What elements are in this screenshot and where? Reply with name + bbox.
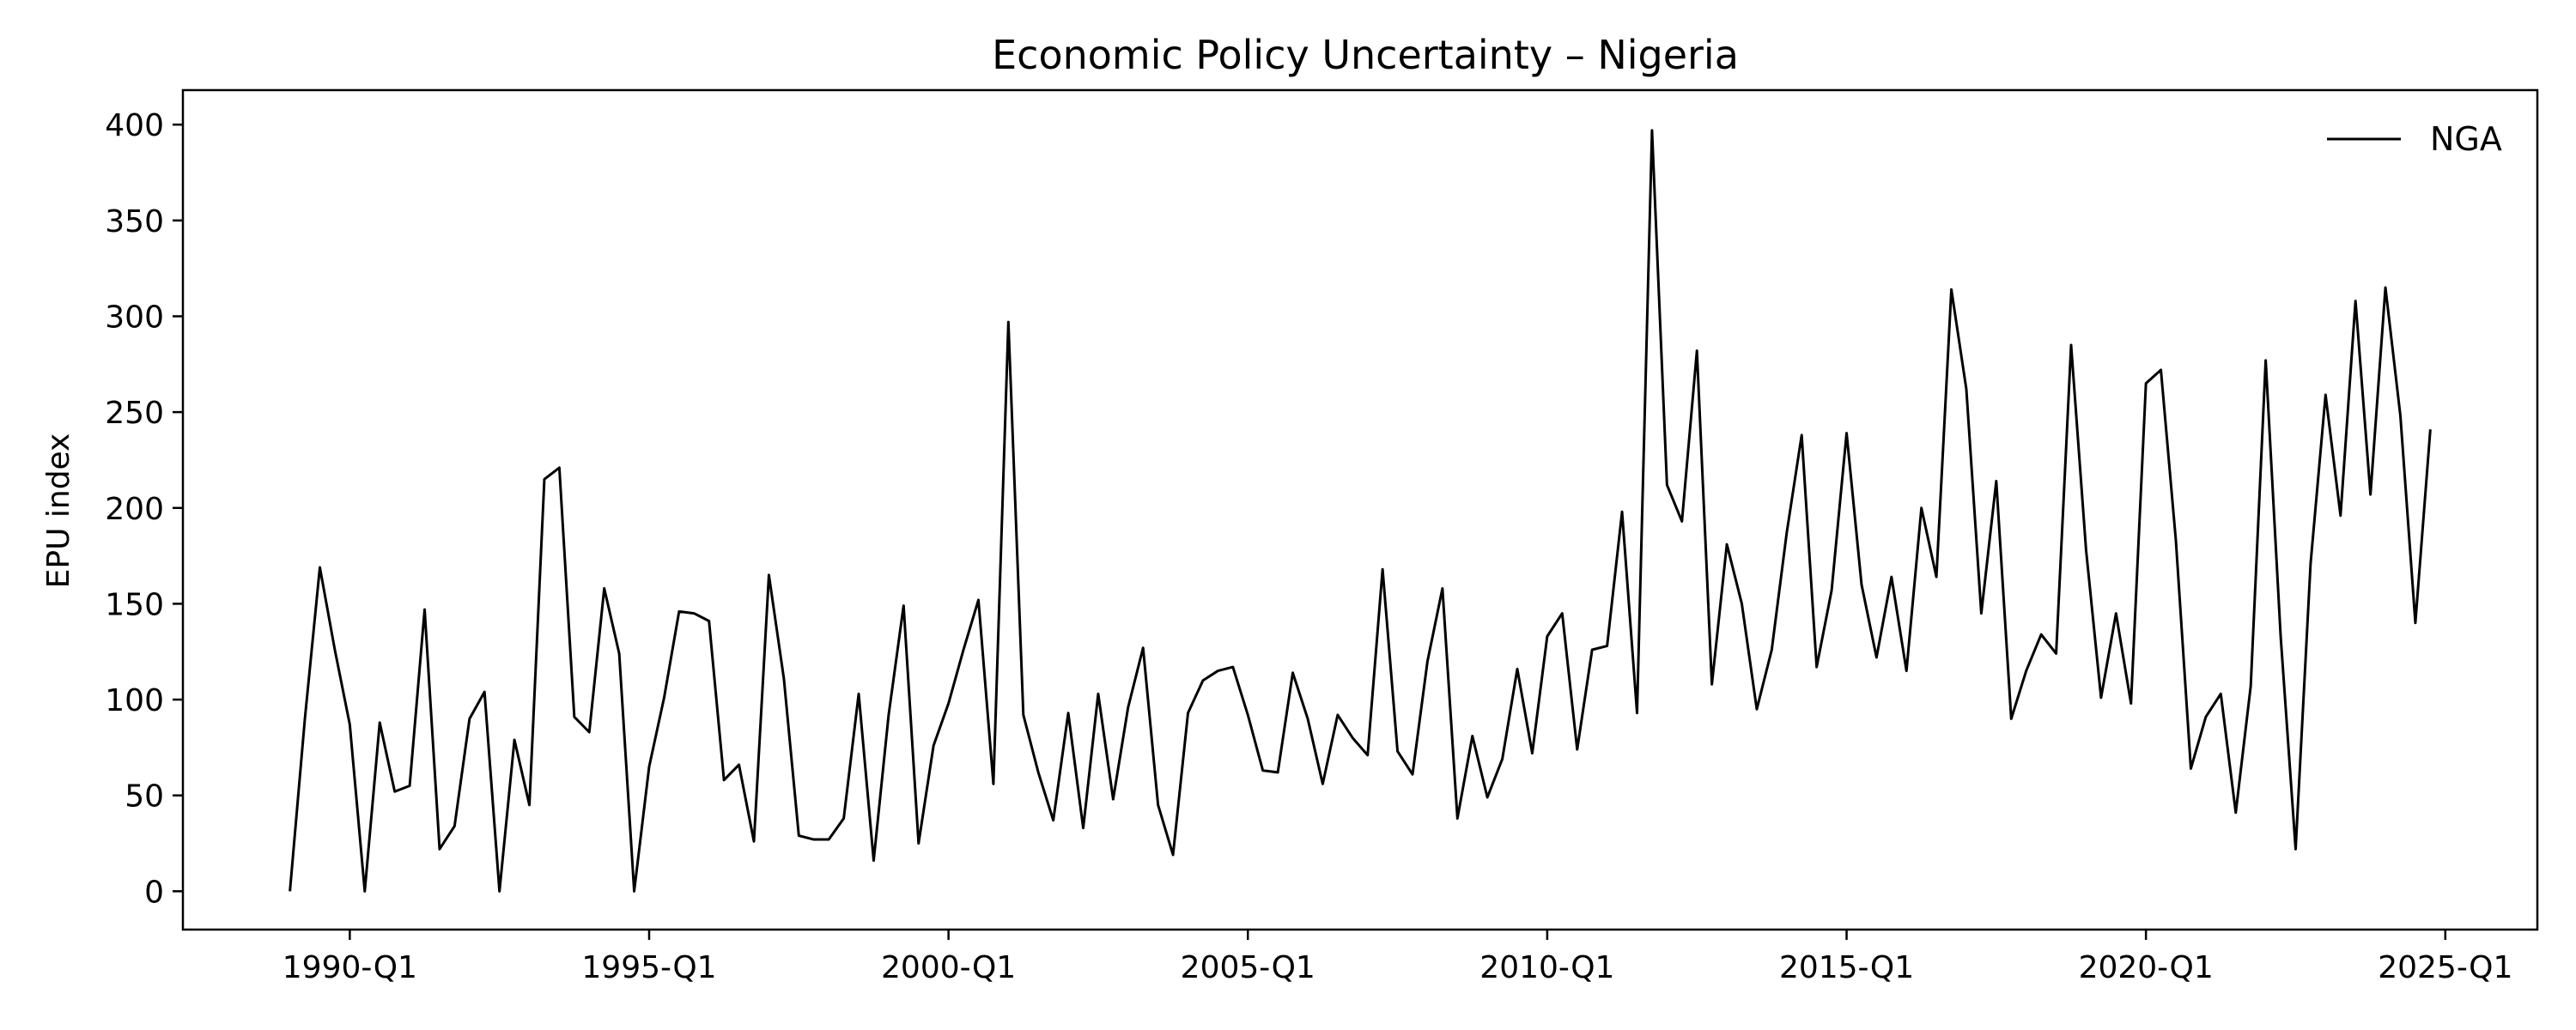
x-tick-label: 2020-Q1: [2079, 950, 2214, 985]
x-tick-label: 2015-Q1: [1779, 950, 1914, 985]
y-tick-label: 100: [105, 683, 164, 718]
y-tick-label: 50: [125, 779, 164, 815]
x-tick-label: 1995-Q1: [581, 950, 716, 985]
y-tick-label: 300: [105, 300, 164, 335]
x-tick-label: 2025-Q1: [2378, 950, 2512, 985]
y-tick-label: 0: [144, 875, 164, 910]
series-NGA: [289, 129, 2432, 893]
x-tick-label: 1990-Q1: [283, 950, 417, 985]
series-group: [289, 129, 2432, 893]
x-tick-label: 2010-Q1: [1479, 950, 1614, 985]
y-tick-label: 150: [105, 587, 164, 622]
y-tick-label: 250: [105, 396, 164, 431]
y-tick-label: 350: [105, 204, 164, 239]
series-line: [289, 129, 2432, 893]
y-axis-label: EPU index: [41, 433, 76, 589]
plot-area: [181, 88, 2539, 931]
legend-label: NGA: [2430, 120, 2502, 158]
y-axis-ticks: 0 50 100 150 200 250 300 350 400: [105, 108, 183, 910]
chart-title: Economic Policy Uncertainty – Nigeria: [992, 32, 1739, 78]
legend: NGA: [2327, 120, 2502, 158]
x-axis-ticks: 1990-Q1 1995-Q1 2000-Q1 2005-Q1 2010-Q1 2015-…: [283, 930, 2512, 985]
y-tick-label: 400: [105, 108, 164, 143]
y-tick-label: 200: [105, 492, 164, 527]
x-tick-label: 2005-Q1: [1181, 950, 1315, 985]
plot-frame: [181, 88, 2539, 931]
x-tick-label: 2000-Q1: [881, 950, 1016, 985]
